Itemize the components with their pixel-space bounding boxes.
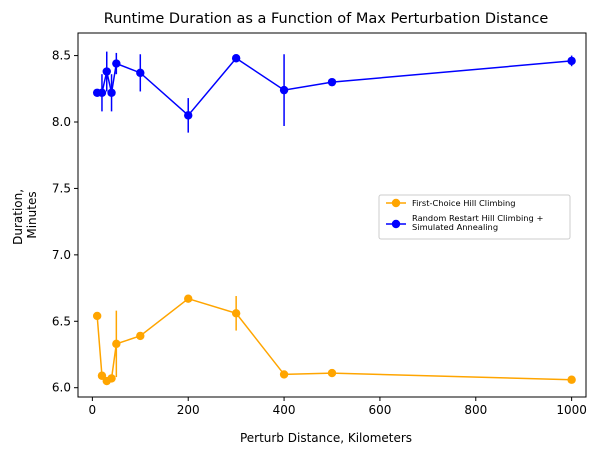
y-tick-label: 7.0 <box>52 248 71 262</box>
data-point <box>136 331 145 341</box>
data-point <box>231 309 241 318</box>
data-point <box>107 374 116 383</box>
data-point <box>567 375 576 384</box>
data-point <box>279 370 289 379</box>
x-axis-label: Perturb Distance, Kilometers <box>240 431 412 445</box>
x-axis: 0 200 400 600 800 1000 <box>89 397 587 417</box>
data-point <box>184 294 193 303</box>
data-point <box>102 67 111 76</box>
series-2 <box>92 51 576 133</box>
legend-label-series-2: Random Restart Hill Climbing + Simulated… <box>412 213 546 232</box>
data-point <box>92 311 102 321</box>
series-1 <box>92 294 576 386</box>
data-point <box>136 68 145 78</box>
x-tick-label: 600 <box>368 403 391 417</box>
legend-label-series-1: First-Choice Hill Climbing <box>412 198 516 208</box>
data-point <box>567 56 576 66</box>
legend-label-series-2-line-2: Simulated Annealing <box>412 222 498 232</box>
y-tick-label: 6.0 <box>52 381 71 395</box>
data-point <box>97 88 107 97</box>
legend: First-Choice Hill Climbing Random Restar… <box>378 194 571 240</box>
data-point <box>327 77 337 87</box>
chart-title: Runtime Duration as a Function of Max Pe… <box>104 11 549 27</box>
x-tick-label: 400 <box>273 403 296 417</box>
data-point <box>279 85 289 95</box>
y-axis-label: Duration, Minutes <box>11 185 39 245</box>
data-point <box>327 368 337 378</box>
data-point <box>112 59 121 68</box>
x-tick-label: 0 <box>89 403 97 417</box>
y-tick-label: 8.5 <box>52 49 71 63</box>
data-point <box>107 88 116 97</box>
y-axis: 6.0 6.5 7.0 7.5 8.0 8.5 <box>52 49 78 395</box>
legend-marker-series-2 <box>391 219 401 229</box>
x-tick-label: 200 <box>177 403 200 417</box>
data-point <box>184 111 193 120</box>
legend-marker-series-1 <box>391 198 401 208</box>
plot-frame <box>77 32 587 398</box>
x-tick-label: 800 <box>464 403 487 417</box>
y-tick-label: 6.5 <box>52 314 71 328</box>
legend-label-series-2-line-1: Random Restart Hill Climbing + <box>412 213 543 223</box>
x-tick-label: 1000 <box>556 403 587 417</box>
data-point <box>112 339 121 349</box>
y-tick-label: 8.0 <box>52 115 71 129</box>
data-point <box>231 54 241 63</box>
y-tick-label: 7.5 <box>52 181 71 195</box>
y-axis-label-line-1: Duration, <box>11 189 25 245</box>
y-axis-label-line-2: Minutes <box>25 191 39 238</box>
plot-area <box>92 51 576 386</box>
legend-box <box>378 194 571 240</box>
